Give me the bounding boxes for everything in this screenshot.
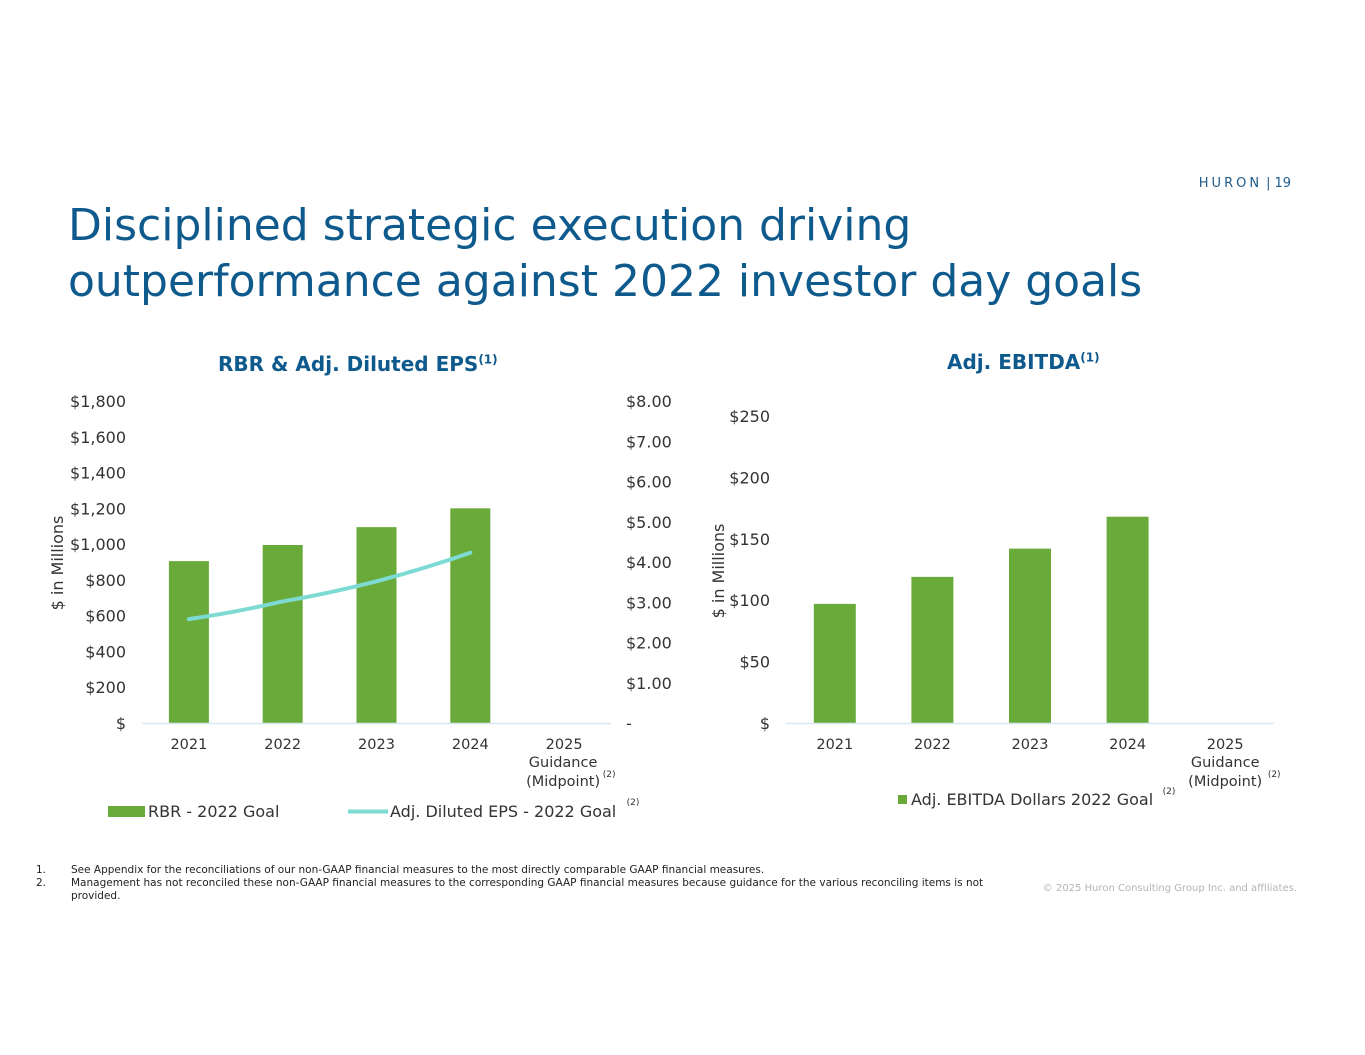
x-axis-tick-label: 2025 bbox=[1207, 737, 1244, 753]
chart-title-rbr-eps-footnote: (1) bbox=[478, 352, 498, 367]
y-axis-title: $ in Millions bbox=[709, 524, 728, 619]
x-axis-tick-label: 2024 bbox=[1109, 737, 1146, 753]
footnote-text: See Appendix for the reconciliations of … bbox=[71, 864, 765, 876]
y2-axis-tick-label: $8.00 bbox=[626, 392, 672, 411]
chart-title-ebitda-text: Adj. EBITDA bbox=[947, 350, 1081, 374]
y-axis-tick-label: $1,600 bbox=[70, 428, 126, 447]
bar-adj-ebitda bbox=[813, 603, 856, 723]
brand-page-indicator: HURON | 19 bbox=[1199, 176, 1291, 191]
footnote-number: 1. bbox=[36, 864, 47, 876]
x-axis-tick-label: 2024 bbox=[452, 737, 489, 753]
y2-axis-tick-label: $3.00 bbox=[626, 593, 672, 612]
y-axis-tick-label: $1,200 bbox=[70, 499, 126, 518]
y-axis-tick-label: $250 bbox=[729, 407, 770, 426]
footnote-1: 1. See Appendix for the reconciliations … bbox=[36, 864, 1016, 877]
footnotes: 1. See Appendix for the reconciliations … bbox=[36, 864, 1016, 903]
chart-title-ebitda: Adj. EBITDA(1) bbox=[947, 350, 1100, 374]
x-axis-tick-label: 2025 bbox=[546, 737, 583, 753]
y2-axis-tick-label: $1.00 bbox=[626, 674, 672, 693]
bar-adj-ebitda bbox=[911, 576, 954, 723]
chart-title-rbr-eps-text: RBR & Adj. Diluted EPS bbox=[218, 352, 479, 376]
legend-label-rbr: RBR - 2022 Goal bbox=[148, 802, 279, 821]
legend-footnote: (2) bbox=[1163, 787, 1176, 797]
legend-swatch-ebitda bbox=[898, 795, 907, 804]
y2-axis-tick-label: $4.00 bbox=[626, 553, 672, 572]
bar-rbr bbox=[356, 527, 397, 723]
x-axis-tick-label: 2022 bbox=[264, 737, 301, 753]
x-axis-footnote: (2) bbox=[603, 770, 616, 780]
y-axis-tick-label: $200 bbox=[729, 468, 770, 487]
x-axis-tick-label: 2021 bbox=[170, 737, 207, 753]
y2-axis-tick-label: $6.00 bbox=[626, 473, 672, 492]
x-axis-tick-sublabel: (Midpoint) bbox=[1188, 774, 1262, 790]
y-axis-title: $ in Millions bbox=[48, 516, 67, 611]
line-adj-diluted-eps bbox=[186, 550, 473, 622]
footnote-number: 2. bbox=[36, 877, 47, 889]
y-axis-tick-label: $200 bbox=[85, 678, 126, 697]
y-axis-tick-label: $1,800 bbox=[70, 392, 126, 411]
legend-footnote: (2) bbox=[627, 798, 640, 808]
page-title-line-1: Disciplined strategic execution driving bbox=[68, 200, 912, 251]
x-axis-tick-sublabel: Guidance bbox=[1191, 755, 1260, 771]
x-axis-tick-label: 2023 bbox=[358, 737, 395, 753]
x-axis-tick-label: 2021 bbox=[816, 737, 853, 753]
footnote-2: 2. Management has not reconciled these n… bbox=[36, 877, 1016, 903]
legend-swatch-rbr bbox=[108, 806, 145, 817]
bar-rbr bbox=[450, 508, 491, 723]
y-axis-tick-label: $1,000 bbox=[70, 535, 126, 554]
bar-adj-ebitda bbox=[1009, 548, 1051, 723]
bar-rbr bbox=[262, 545, 303, 723]
y2-axis-tick-label: $5.00 bbox=[626, 513, 672, 532]
page-title: Disciplined strategic execution driving … bbox=[68, 198, 1248, 310]
y2-axis-tick-label: $7.00 bbox=[626, 432, 672, 451]
chart-title-ebitda-footnote: (1) bbox=[1080, 350, 1100, 365]
chart-title-rbr-eps: RBR & Adj. Diluted EPS(1) bbox=[218, 352, 498, 376]
y-axis-tick-label: $1,400 bbox=[70, 464, 126, 483]
x-axis-tick-label: 2022 bbox=[914, 737, 951, 753]
legend-label-eps: Adj. Diluted EPS - 2022 Goal bbox=[390, 802, 616, 821]
x-axis-tick-sublabel: (Midpoint) bbox=[526, 774, 600, 790]
y-axis-tick-label: $ bbox=[116, 714, 126, 733]
bar-adj-ebitda bbox=[1106, 516, 1149, 723]
y-axis-tick-label: $800 bbox=[85, 571, 126, 590]
legend-label-ebitda: Adj. EBITDA Dollars 2022 Goal bbox=[911, 790, 1153, 809]
y2-axis-tick-label: $2.00 bbox=[626, 634, 672, 653]
brand-name: HURON bbox=[1198, 176, 1263, 191]
y2-axis-tick-label: - bbox=[626, 714, 632, 733]
x-axis-tick-label: 2023 bbox=[1012, 737, 1049, 753]
x-axis-tick-sublabel: Guidance bbox=[529, 755, 598, 771]
bar-rbr bbox=[168, 561, 209, 723]
y-axis-tick-label: $600 bbox=[85, 607, 126, 626]
page-title-line-2: outperformance against 2022 investor day… bbox=[68, 256, 1143, 307]
y-axis-tick-label: $50 bbox=[739, 653, 770, 672]
y-axis-tick-label: $ bbox=[760, 714, 770, 733]
brand-separator: | bbox=[1266, 176, 1271, 191]
x-axis-footnote: (2) bbox=[1268, 770, 1281, 780]
y-axis-tick-label: $150 bbox=[729, 530, 770, 549]
footnote-text: Management has not reconciled these non-… bbox=[71, 877, 984, 902]
y-axis-tick-label: $400 bbox=[85, 642, 126, 661]
y-axis-tick-label: $100 bbox=[729, 591, 770, 610]
copyright-notice: © 2025 Huron Consulting Group Inc. and a… bbox=[1042, 883, 1297, 894]
page-number: 19 bbox=[1274, 176, 1291, 191]
